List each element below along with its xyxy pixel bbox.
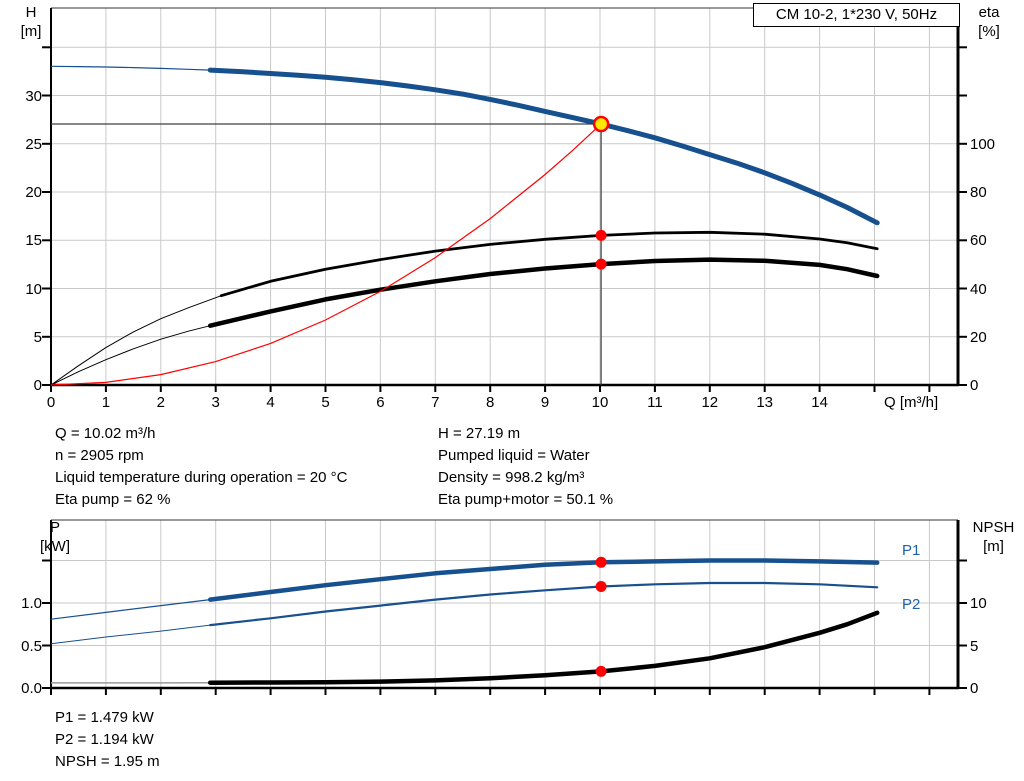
- p1-curve-thin: [50, 599, 211, 620]
- p2-curve: [209, 581, 879, 627]
- h-axis-name: H: [25, 4, 37, 21]
- x-tick-label: 3: [211, 394, 220, 411]
- eta-pump-motor-curve: [207, 257, 880, 328]
- chart-title: CM 10-2, 1*230 V, 50Hz: [775, 6, 938, 23]
- x-tick-label: 14: [811, 394, 828, 411]
- npsh-axis-unit: [m]: [983, 538, 1004, 555]
- info-eta-pump: Eta pump = 62 %: [55, 491, 171, 508]
- left-tick-label: 0.5: [21, 637, 42, 655]
- h-axis-unit: [m]: [20, 23, 42, 40]
- x-tick-label: 6: [376, 394, 385, 411]
- npsh-axis-label: NPSH [m]: [966, 518, 1021, 556]
- info-eta-pump-motor: Eta pump+motor = 50.1 %: [438, 491, 614, 508]
- p-axis-unit: [kW]: [40, 538, 70, 555]
- info-h: H = 27.19 m: [438, 425, 521, 442]
- eta-pump-curve: [219, 230, 879, 298]
- right-tick-label: 100: [970, 135, 996, 153]
- eta-axis-label: eta [%]: [963, 3, 1015, 41]
- x-tick-label: 4: [266, 394, 275, 411]
- qh-chart: [42, 7, 967, 392]
- p2-curve-label: P2: [902, 596, 921, 613]
- duty-point-marker: [592, 115, 610, 133]
- eta-pump-motor-curve-thin: [50, 325, 211, 386]
- eta-pump-curve-thin: [50, 295, 222, 386]
- p-axis-label: P [kW]: [30, 518, 80, 556]
- left-tick-label: 30: [25, 87, 42, 105]
- x-tick-label: 9: [540, 394, 550, 411]
- p1-curve-label: P1: [902, 542, 921, 559]
- power-info: P1 = 1.479 kW P2 = 1.194 kW NPSH = 1.95 …: [55, 707, 160, 773]
- right-tick-label: 10: [970, 595, 987, 612]
- x-tick-label: 8: [486, 394, 495, 411]
- p2-curve-thin: [50, 624, 211, 645]
- info-pumped-liquid: Pumped liquid = Water: [438, 447, 590, 464]
- left-tick-label: 15: [25, 232, 42, 250]
- x-tick-label: 10: [591, 394, 609, 411]
- q-axis-label: Q [m³/h]: [884, 394, 939, 411]
- x-tick-label: 0: [46, 394, 56, 411]
- info-p2: P2 = 1.194 kW: [55, 731, 154, 748]
- eta-axis-name: eta: [978, 4, 1000, 21]
- qh-curve: [207, 67, 880, 226]
- duty-dot-marker: [595, 258, 607, 270]
- right-tick-label: 40: [970, 280, 987, 298]
- left-tick-label: 5: [33, 328, 42, 346]
- duty-point-info-left: Q = 10.02 m³/h n = 2905 rpm Liquid tempe…: [55, 423, 347, 511]
- left-tick-label: 10: [25, 280, 42, 298]
- x-tick-label: 1: [101, 394, 111, 411]
- info-p1: P1 = 1.479 kW: [55, 709, 154, 726]
- chart-title-box: CM 10-2, 1*230 V, 50Hz: [753, 3, 960, 27]
- duty-dot-marker: [595, 556, 607, 568]
- info-n: n = 2905 rpm: [55, 447, 144, 464]
- left-tick-label: 0.0: [21, 680, 42, 697]
- duty-dot-marker: [595, 229, 607, 241]
- p1-curve: [207, 558, 880, 602]
- qh-curve-thin: [50, 65, 211, 71]
- right-tick-label: 80: [970, 184, 987, 201]
- p-axis-name: P: [49, 519, 60, 536]
- x-tick-label: 13: [756, 394, 774, 411]
- duty-point-info-right: H = 27.19 m Pumped liquid = Water Densit…: [438, 423, 613, 511]
- info-npsh: NPSH = 1.95 m: [55, 753, 160, 770]
- system-curve: [50, 123, 602, 386]
- info-q: Q = 10.02 m³/h: [55, 425, 156, 442]
- x-tick-label: 11: [647, 394, 663, 411]
- h-axis-label: H [m]: [8, 3, 54, 41]
- x-tick-label: 7: [431, 394, 440, 411]
- duty-dot-marker: [595, 665, 607, 677]
- npsh-curve: [207, 610, 880, 685]
- duty-dot-marker: [595, 581, 607, 592]
- power-chart: [42, 519, 967, 695]
- right-tick-label: 0: [970, 680, 979, 697]
- x-tick-label: 5: [321, 394, 330, 411]
- eta-axis-unit: [%]: [978, 23, 1000, 40]
- right-tick-label: 60: [970, 232, 987, 250]
- npsh-axis-name: NPSH: [972, 519, 1015, 536]
- right-tick-label: 20: [970, 328, 987, 346]
- left-tick-label: 25: [25, 135, 42, 153]
- info-density: Density = 998.2 kg/m³: [438, 469, 585, 486]
- x-tick-label: 12: [701, 394, 719, 411]
- left-tick-label: 20: [25, 184, 42, 201]
- left-tick-label: 1.0: [21, 595, 42, 612]
- x-tick-label: 2: [156, 394, 165, 411]
- right-tick-label: 5: [970, 637, 979, 655]
- info-liquid-temp: Liquid temperature during operation = 20…: [55, 469, 348, 486]
- left-tick-label: 0: [33, 377, 42, 394]
- right-tick-label: 0: [970, 377, 979, 394]
